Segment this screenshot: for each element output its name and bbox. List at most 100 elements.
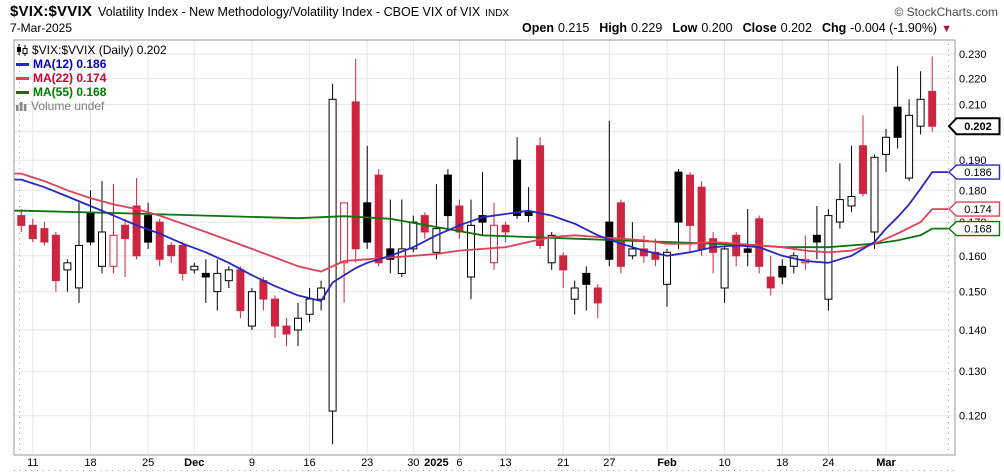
low-label: Low [672, 21, 698, 35]
candle-body [282, 325, 291, 335]
legend-main-label: $VIX:$VVIX (Daily) 0.202 [32, 43, 167, 57]
legend-volume-row: Volume undef [16, 99, 167, 113]
candle-body [824, 215, 833, 300]
high-label: High [599, 21, 628, 35]
candle-body [190, 265, 199, 271]
y-axis-label: 0.140 [959, 325, 987, 337]
candle-body [432, 228, 441, 253]
y-axis-label: 0.160 [959, 251, 987, 263]
candle-body [882, 136, 890, 155]
price-bubble-box [947, 220, 1001, 237]
y-axis-label: 0.210 [959, 100, 987, 112]
x-axis-label: 30 [407, 457, 419, 469]
legend-volume-label: Volume undef [31, 99, 105, 113]
candle-body [305, 298, 314, 315]
x-axis-label: 2025 [424, 457, 448, 469]
change-down-icon: ▼ [941, 23, 952, 35]
high-value: 0.229 [631, 21, 663, 35]
y-axis-label: 0.150 [959, 287, 987, 299]
candle-body [663, 251, 671, 285]
candle-body [812, 234, 821, 243]
y-axis-label: 0.230 [959, 49, 987, 61]
x-axis-label: 11 [27, 457, 38, 469]
candle-body [86, 211, 95, 243]
price-bubble-box [947, 164, 1001, 180]
candle-body [501, 224, 510, 233]
candle-body [294, 317, 302, 331]
price-bubble: 0.174 [947, 201, 1001, 217]
candle-body [109, 234, 118, 267]
ma12-line-swatch [16, 62, 29, 66]
candle-body [870, 156, 879, 233]
candle-body [628, 248, 637, 257]
ma55-line [14, 209, 948, 249]
price-bubble-box [947, 117, 1001, 136]
chart-title: $VIX:$VVIX Volatility Index - New Methodo… [10, 3, 509, 21]
candle-body [363, 202, 372, 243]
volume-icon [16, 102, 27, 111]
candle-body [340, 202, 349, 264]
symbol-description: Volatility Index - New Methodology/Volat… [98, 5, 481, 19]
candle-body [271, 298, 279, 327]
candle-body [132, 205, 141, 257]
open-value: 0.215 [557, 21, 590, 35]
stockcharts-copyright: © StockCharts.com [894, 5, 998, 19]
x-axis-label: 25 [142, 457, 154, 469]
low-value: 0.200 [701, 21, 733, 35]
x-axis-label: 18 [776, 457, 788, 469]
candle-body [743, 248, 752, 253]
open-label: Open [522, 21, 554, 35]
x-axis-label: 10 [719, 457, 731, 469]
x-axis-label: Dec [184, 457, 204, 469]
legend-ma12-label: MA(12) 0.186 [33, 57, 107, 71]
candle-body [40, 228, 49, 243]
legend-ma55-row: MA(55) 0.168 [16, 85, 167, 99]
candle-body [51, 234, 60, 282]
chart-legend: $VIX:$VVIX (Daily) 0.202 MA(12) 0.186 MA… [16, 43, 167, 113]
plot-border [13, 39, 956, 456]
candle-body [328, 98, 337, 412]
ma12-line [14, 171, 948, 302]
candle-body [536, 145, 545, 246]
price-bubble-text: 0.202 [964, 121, 992, 133]
y-axis-label: 0.190 [959, 155, 987, 167]
candle-body [443, 174, 452, 217]
price-bubble-text: 0.168 [964, 224, 992, 236]
candle-body [513, 159, 522, 216]
close-label: Close [742, 21, 777, 35]
price-bubble-text: 0.174 [964, 204, 992, 216]
candle-body [247, 291, 256, 327]
y-axis-label: 0.220 [959, 74, 987, 86]
candle-body [686, 174, 694, 226]
candle-body [351, 101, 360, 250]
candle-body [224, 269, 233, 282]
candle-body [28, 224, 37, 240]
candle-body [17, 215, 26, 226]
chg-value: -0.004 (-1.90%) [850, 21, 938, 35]
candle-body [559, 255, 568, 271]
candle-body [167, 244, 176, 257]
ma22-line [14, 172, 948, 273]
legend-ma55-label: MA(55) 0.168 [33, 85, 107, 99]
candle-body [467, 224, 475, 278]
chart-subheader: 7-Mar-2025 Open 0.215 High 0.229 Low 0.200 Clo… [10, 21, 952, 35]
candle-body [593, 287, 602, 304]
candle-body [213, 272, 222, 293]
y-axis-label: 0.130 [959, 366, 987, 378]
legend-ma12-row: MA(12) 0.186 [16, 57, 167, 71]
x-axis-label: 18 [84, 457, 96, 469]
candle-body [490, 224, 498, 264]
candle-body [397, 248, 406, 274]
x-axis-label: 23 [361, 457, 373, 469]
y-axis-label: 0.120 [959, 411, 987, 423]
price-bubble: 0.202 [947, 117, 1001, 136]
ma22-line-swatch [16, 76, 29, 80]
candle-body [317, 287, 326, 300]
x-axis-label: 16 [303, 457, 315, 469]
x-axis-label: 24 [822, 457, 834, 469]
candle-body [570, 287, 579, 300]
candlestick-icon [17, 44, 28, 56]
legend-ma22-label: MA(22) 0.174 [33, 71, 107, 85]
